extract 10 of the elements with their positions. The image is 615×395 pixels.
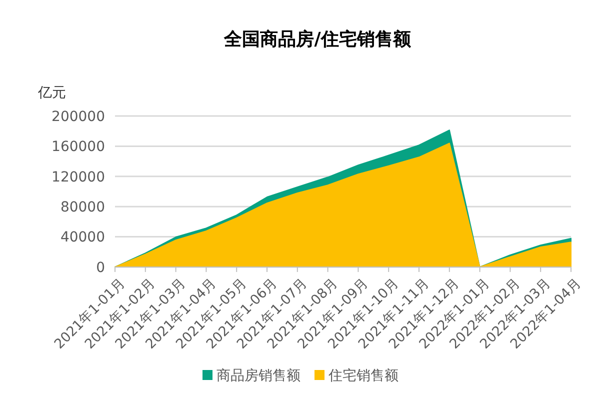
y-tick-label: 160000	[52, 139, 105, 156]
y-tick-label: 120000	[52, 169, 105, 186]
y-tick-label: 80000	[60, 200, 105, 216]
y-axis-title: 亿元	[37, 85, 66, 101]
legend-label: 住宅销售额	[328, 368, 398, 384]
y-tick-label: 200000	[52, 108, 105, 125]
chart-title: 全国商品房/住宅销售额	[223, 29, 412, 50]
legend-label: 商品房销售额	[216, 368, 300, 384]
y-tick-label: 0	[96, 260, 105, 276]
y-tick-label: 40000	[60, 230, 105, 246]
